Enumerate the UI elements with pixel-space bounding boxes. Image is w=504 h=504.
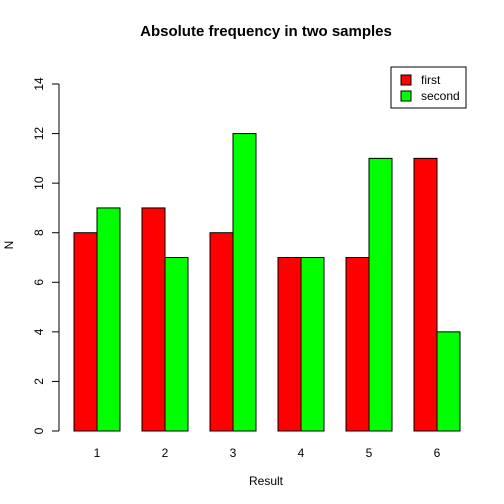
bar-first-6 [413, 157, 438, 432]
legend-swatch-first [400, 74, 412, 86]
x-tick-label: 1 [94, 446, 101, 460]
x-axis: 1 2 3 4 5 6 [94, 446, 441, 460]
bar-second-6 [436, 331, 461, 432]
bar-first-2 [141, 207, 166, 432]
y-tick-label: 8 [32, 229, 46, 236]
y-tick-label: 4 [32, 328, 46, 335]
x-axis-label: Result [249, 474, 284, 488]
bar-second-2 [164, 257, 189, 432]
bars [73, 133, 461, 432]
bar-first-5 [345, 257, 370, 432]
y-tick-label: 10 [32, 176, 46, 190]
y-tick-label: 12 [32, 127, 46, 141]
x-tick-label: 4 [298, 446, 305, 460]
legend-label-first: first [421, 73, 441, 87]
y-tick-label: 2 [32, 378, 46, 385]
bar-first-4 [277, 257, 302, 432]
legend-swatch-second [400, 90, 412, 102]
bar-second-1 [96, 207, 121, 432]
y-axis-label: N [2, 241, 16, 250]
bar-first-1 [73, 232, 98, 432]
y-tick-label: 6 [32, 279, 46, 286]
bar-second-4 [300, 257, 325, 432]
bar-second-3 [232, 133, 257, 432]
bar-second-5 [368, 157, 393, 432]
x-tick-label: 5 [366, 446, 373, 460]
bar-first-3 [209, 232, 234, 432]
chart-title: Absolute frequency in two samples [140, 23, 392, 40]
x-tick-label: 2 [162, 446, 169, 460]
y-tick-label: 0 [32, 427, 46, 434]
legend: first second [390, 66, 467, 109]
legend-label-second: second [421, 89, 460, 103]
x-tick-label: 6 [434, 446, 441, 460]
x-tick-label: 3 [230, 446, 237, 460]
y-axis: 0 2 4 6 8 10 12 14 [32, 77, 60, 434]
y-tick-label: 14 [32, 77, 46, 91]
